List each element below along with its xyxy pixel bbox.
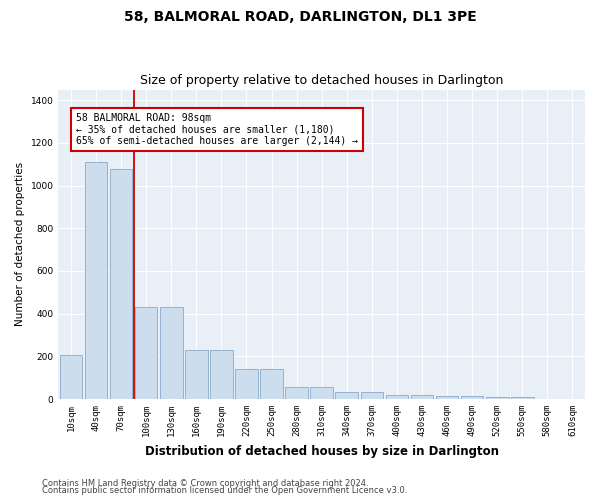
Bar <box>486 398 509 399</box>
Bar <box>110 168 133 399</box>
Bar <box>511 398 533 399</box>
Bar <box>59 356 82 399</box>
Bar <box>85 162 107 399</box>
Bar <box>185 350 208 399</box>
Bar <box>235 369 258 399</box>
Bar <box>310 388 333 399</box>
Bar <box>286 388 308 399</box>
Text: 58 BALMORAL ROAD: 98sqm
← 35% of detached houses are smaller (1,180)
65% of semi: 58 BALMORAL ROAD: 98sqm ← 35% of detache… <box>76 113 358 146</box>
Text: Contains public sector information licensed under the Open Government Licence v3: Contains public sector information licen… <box>42 486 407 495</box>
Bar <box>386 395 408 399</box>
Bar <box>361 392 383 399</box>
Title: Size of property relative to detached houses in Darlington: Size of property relative to detached ho… <box>140 74 503 87</box>
Bar <box>135 308 157 399</box>
Text: 58, BALMORAL ROAD, DARLINGTON, DL1 3PE: 58, BALMORAL ROAD, DARLINGTON, DL1 3PE <box>124 10 476 24</box>
Bar <box>160 308 182 399</box>
Bar <box>260 369 283 399</box>
Bar <box>335 392 358 399</box>
Bar <box>411 395 433 399</box>
Bar <box>461 396 484 399</box>
Y-axis label: Number of detached properties: Number of detached properties <box>15 162 25 326</box>
Text: Contains HM Land Registry data © Crown copyright and database right 2024.: Contains HM Land Registry data © Crown c… <box>42 478 368 488</box>
Bar <box>436 396 458 399</box>
Bar <box>210 350 233 399</box>
X-axis label: Distribution of detached houses by size in Darlington: Distribution of detached houses by size … <box>145 444 499 458</box>
